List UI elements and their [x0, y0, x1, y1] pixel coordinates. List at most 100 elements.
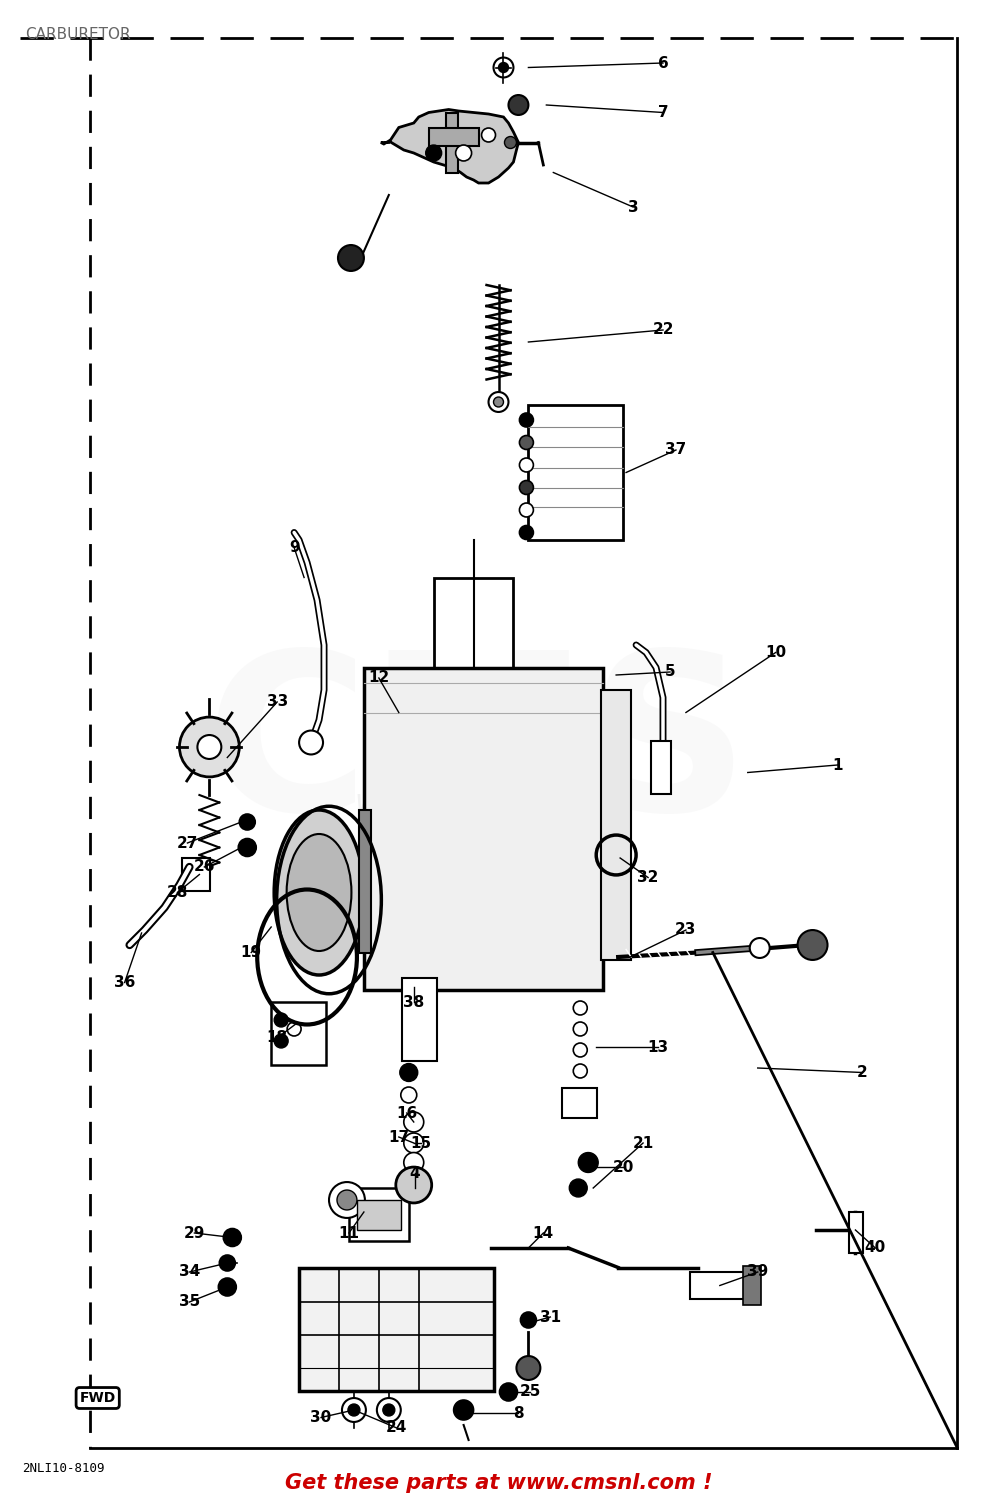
Bar — [434, 578, 513, 675]
Text: 10: 10 — [765, 645, 787, 660]
Circle shape — [519, 413, 533, 428]
Circle shape — [404, 1132, 424, 1154]
Text: 12: 12 — [368, 670, 390, 686]
Text: 18: 18 — [266, 1030, 288, 1045]
Circle shape — [519, 480, 533, 495]
Text: 37: 37 — [665, 442, 687, 458]
Text: 21: 21 — [632, 1136, 654, 1150]
Bar — [528, 405, 623, 540]
Circle shape — [338, 244, 364, 272]
Circle shape — [401, 1088, 417, 1102]
Text: 13: 13 — [647, 1040, 669, 1054]
Circle shape — [494, 57, 513, 78]
Circle shape — [179, 717, 239, 777]
Circle shape — [287, 1022, 301, 1036]
Circle shape — [400, 1064, 418, 1082]
Polygon shape — [381, 110, 518, 183]
Text: 25: 25 — [519, 1384, 541, 1400]
Circle shape — [377, 1398, 401, 1422]
Circle shape — [520, 1312, 536, 1328]
Text: 2NLI10-8109: 2NLI10-8109 — [22, 1462, 105, 1476]
Circle shape — [573, 1042, 587, 1058]
Text: Get these parts at www.cmsnl.com !: Get these parts at www.cmsnl.com ! — [285, 1473, 712, 1492]
Bar — [446, 112, 458, 172]
Circle shape — [274, 1034, 288, 1048]
Bar — [849, 1212, 863, 1252]
Text: 2: 2 — [857, 1065, 867, 1080]
Circle shape — [494, 398, 503, 406]
Bar — [690, 1272, 750, 1299]
Text: 23: 23 — [675, 922, 697, 938]
Circle shape — [404, 1152, 424, 1173]
Circle shape — [508, 94, 528, 116]
Ellipse shape — [274, 810, 364, 975]
Circle shape — [489, 392, 508, 412]
Text: 33: 33 — [266, 694, 288, 709]
Text: CMS: CMS — [206, 644, 751, 856]
Circle shape — [238, 839, 256, 856]
Circle shape — [798, 930, 828, 960]
Text: 8: 8 — [513, 1406, 523, 1420]
Circle shape — [519, 525, 533, 540]
Text: 31: 31 — [539, 1310, 561, 1324]
Text: 29: 29 — [183, 1226, 205, 1240]
Text: CARBURETOR: CARBURETOR — [25, 27, 131, 42]
Text: 35: 35 — [178, 1294, 200, 1310]
Bar — [429, 128, 479, 146]
Circle shape — [342, 1398, 366, 1422]
Bar — [349, 1188, 409, 1240]
Circle shape — [219, 1256, 235, 1270]
Circle shape — [482, 128, 496, 142]
Circle shape — [573, 1064, 587, 1078]
Text: 4: 4 — [410, 1166, 420, 1180]
Bar — [299, 1268, 494, 1390]
Text: 39: 39 — [747, 1264, 769, 1280]
Circle shape — [519, 435, 533, 450]
Circle shape — [454, 1400, 474, 1420]
Text: 26: 26 — [193, 859, 215, 874]
Circle shape — [396, 1167, 432, 1203]
Text: www.cmsnl.com: www.cmsnl.com — [355, 788, 602, 818]
Bar — [651, 741, 671, 794]
Bar — [601, 690, 631, 960]
Bar — [402, 978, 437, 1060]
Text: 24: 24 — [386, 1420, 408, 1436]
Text: 36: 36 — [114, 975, 136, 990]
Circle shape — [498, 63, 508, 72]
Text: 11: 11 — [338, 1226, 360, 1240]
Circle shape — [383, 1404, 395, 1416]
Bar — [357, 1200, 401, 1230]
Text: 17: 17 — [388, 1130, 410, 1144]
Text: 7: 7 — [658, 105, 668, 120]
Text: 14: 14 — [532, 1226, 554, 1240]
Bar — [562, 1088, 597, 1118]
Ellipse shape — [287, 834, 352, 951]
Text: FWD: FWD — [80, 1390, 116, 1406]
Bar — [182, 858, 210, 891]
Circle shape — [504, 136, 516, 148]
Circle shape — [348, 1404, 360, 1416]
Text: 28: 28 — [166, 885, 188, 900]
Circle shape — [519, 503, 533, 518]
Text: 27: 27 — [176, 836, 198, 850]
Circle shape — [573, 1022, 587, 1036]
Circle shape — [218, 1278, 236, 1296]
Text: 22: 22 — [652, 322, 674, 338]
Circle shape — [456, 146, 472, 160]
Circle shape — [519, 458, 533, 472]
Text: 40: 40 — [864, 1240, 886, 1256]
Text: 16: 16 — [396, 1106, 418, 1120]
Bar — [364, 668, 603, 990]
Circle shape — [516, 1356, 540, 1380]
Circle shape — [426, 146, 442, 160]
Text: 19: 19 — [240, 945, 262, 960]
Circle shape — [750, 938, 770, 958]
Circle shape — [569, 1179, 587, 1197]
Text: 38: 38 — [403, 994, 425, 1010]
Circle shape — [197, 735, 221, 759]
Text: 30: 30 — [310, 1410, 332, 1425]
Text: 34: 34 — [178, 1264, 200, 1280]
Text: 32: 32 — [637, 870, 659, 885]
Bar — [271, 1002, 326, 1065]
Text: 5: 5 — [665, 664, 675, 680]
